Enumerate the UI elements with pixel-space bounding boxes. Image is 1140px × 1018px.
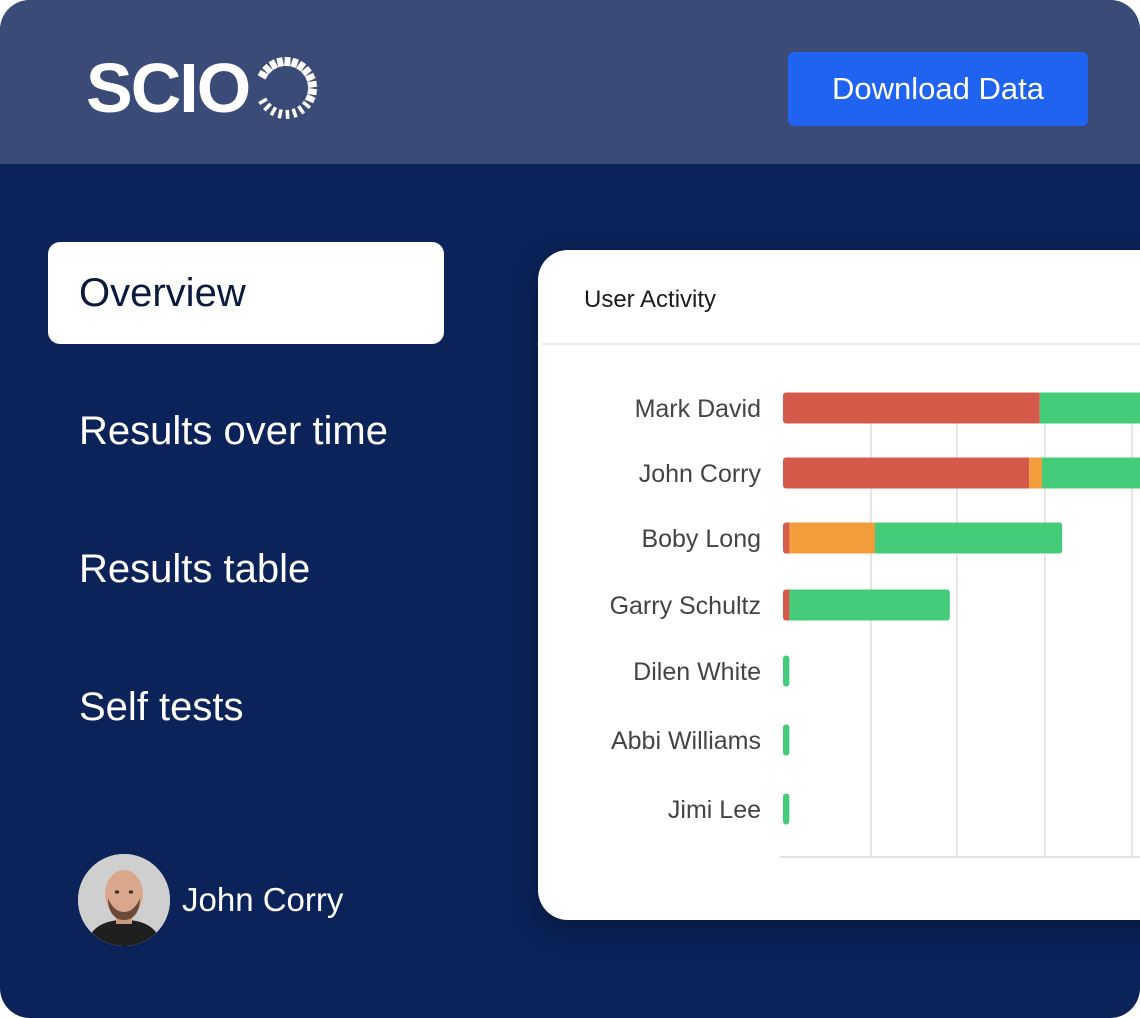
bar-segment[interactable] bbox=[783, 724, 790, 756]
bar-segment[interactable] bbox=[1041, 457, 1140, 489]
nav-item-results-over-time[interactable]: Results over time bbox=[79, 408, 388, 453]
category-label: John Corry bbox=[639, 460, 762, 488]
category-label: Jimi Lee bbox=[668, 796, 761, 824]
bar-row[interactable] bbox=[783, 392, 1140, 424]
bar-row[interactable] bbox=[783, 655, 790, 687]
bar-segment[interactable] bbox=[875, 522, 1063, 554]
bar-row[interactable] bbox=[783, 589, 950, 621]
user-profile[interactable]: John Corry bbox=[78, 854, 343, 946]
user-activity-card: User Activity Mark David John Corry Boby L… bbox=[538, 250, 1140, 920]
bar-segment[interactable] bbox=[1039, 392, 1140, 424]
user-avatar-icon bbox=[78, 854, 170, 946]
logo-ring-segment bbox=[301, 65, 312, 77]
nav-item-overview[interactable]: Overview bbox=[48, 242, 444, 344]
top-bar: SCIO Download Data bbox=[0, 0, 1140, 164]
logo-ring-segment bbox=[258, 97, 268, 106]
nav-item-self-tests[interactable]: Self tests bbox=[79, 684, 244, 729]
logo-ring-segment bbox=[307, 80, 318, 88]
logo-ring-segment bbox=[257, 69, 269, 80]
category-label: Abbi Williams bbox=[611, 727, 761, 755]
logo-ring-segment bbox=[277, 109, 284, 119]
bar-segment[interactable] bbox=[783, 793, 790, 825]
logo-ring-segment bbox=[305, 72, 316, 82]
logo-ring-segment bbox=[291, 108, 298, 118]
logo-ring-segment bbox=[269, 106, 278, 117]
logo-ring-segment bbox=[297, 105, 306, 115]
bar-segment[interactable] bbox=[789, 589, 950, 621]
category-label: Mark David bbox=[635, 395, 761, 423]
scio-logo[interactable]: SCIO bbox=[86, 52, 319, 124]
bar-segment[interactable] bbox=[1029, 457, 1042, 489]
bar-row[interactable] bbox=[783, 793, 790, 825]
bar-segment[interactable] bbox=[783, 392, 1040, 424]
bar-segment[interactable] bbox=[783, 655, 790, 687]
bar-segment[interactable] bbox=[789, 522, 876, 554]
logo-ring-segment bbox=[307, 88, 318, 96]
logo-ring-segment bbox=[268, 59, 279, 71]
avatar bbox=[78, 854, 170, 946]
user-name: John Corry bbox=[182, 881, 344, 918]
category-label: Dilen White bbox=[633, 658, 761, 686]
card-title: User Activity bbox=[584, 286, 717, 313]
bar-segment[interactable] bbox=[783, 522, 790, 554]
logo-ring-icon bbox=[257, 56, 318, 120]
bar-row[interactable] bbox=[783, 522, 1063, 554]
logo-text: SCIO bbox=[86, 49, 251, 127]
logo-ring-segment bbox=[276, 57, 285, 68]
download-data-button[interactable]: Download Data bbox=[788, 52, 1088, 126]
bar-row[interactable] bbox=[783, 724, 790, 756]
logo-ring-segment bbox=[290, 57, 300, 69]
nav-item-results-table[interactable]: Results table bbox=[79, 546, 311, 591]
user-activity-chart: Mark David John Corry Boby Long Garry Schul… bbox=[610, 392, 1140, 858]
category-label: Garry Schultz bbox=[610, 592, 761, 620]
bar-row[interactable] bbox=[783, 457, 1140, 489]
logo-ring-segment bbox=[305, 94, 316, 104]
card-divider bbox=[542, 343, 1140, 345]
logo-ring-segment bbox=[263, 102, 273, 112]
logo-ring-segment bbox=[302, 100, 312, 110]
logo-ring-segment bbox=[296, 60, 307, 72]
bar-segment[interactable] bbox=[783, 589, 790, 621]
logo-ring-segment bbox=[262, 63, 273, 75]
category-label: Boby Long bbox=[641, 525, 761, 553]
bar-segment[interactable] bbox=[783, 457, 1030, 489]
